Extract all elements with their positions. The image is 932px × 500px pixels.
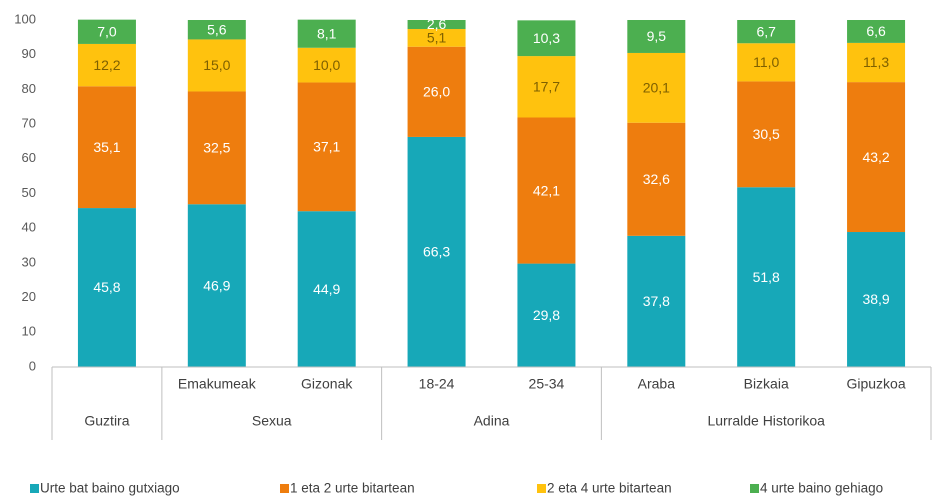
bar-segment — [77, 208, 136, 367]
legend-label: 2 eta 4 urte bitartean — [547, 481, 672, 496]
bar-segment — [187, 91, 246, 205]
data-label: 44,9 — [313, 281, 340, 297]
legend-label: 4 urte baino gehiago — [760, 481, 883, 496]
data-label: 38,9 — [862, 291, 889, 307]
x-tick-label: Emakumeak — [178, 376, 257, 392]
bar-segment — [847, 42, 906, 83]
group-label: Sexua — [252, 413, 292, 429]
data-label: 32,5 — [203, 140, 230, 156]
y-tick-label: 100 — [14, 11, 36, 26]
data-label: 6,6 — [866, 23, 886, 39]
data-label: 45,8 — [93, 279, 120, 295]
legend-swatch — [30, 484, 39, 493]
bar-segment — [187, 39, 246, 92]
data-label: 11,0 — [753, 54, 779, 70]
group-label: Guztira — [84, 413, 129, 429]
data-label: 9,5 — [647, 28, 667, 44]
group-label: Lurralde Historikoa — [707, 413, 825, 429]
bar-segment — [517, 20, 576, 57]
bar-segment — [847, 232, 906, 367]
bar-segment — [517, 117, 576, 264]
bar-segment — [847, 82, 906, 233]
bar-segment — [627, 235, 686, 367]
legend-swatch — [537, 484, 546, 493]
data-label: 17,7 — [533, 79, 560, 95]
data-label: 43,2 — [862, 149, 889, 165]
data-label: 66,3 — [423, 244, 450, 260]
y-tick-label: 50 — [22, 185, 36, 200]
data-label: 7,0 — [97, 24, 117, 40]
x-tick-label: Gipuzkoa — [846, 376, 905, 392]
data-label: 15,0 — [203, 57, 230, 73]
bar-segment — [407, 136, 466, 367]
data-label: 29,8 — [533, 307, 560, 323]
x-tick-label: Araba — [638, 376, 676, 392]
y-tick-label: 80 — [22, 81, 36, 96]
bar-segment — [77, 43, 136, 87]
data-label: 2,6 — [427, 16, 447, 32]
data-label: 37,1 — [313, 139, 340, 155]
data-label: 26,0 — [423, 84, 450, 100]
y-tick-label: 70 — [22, 116, 36, 131]
x-tick-label: Bizkaia — [744, 376, 789, 392]
y-tick-label: 40 — [22, 220, 36, 235]
bar-segment — [737, 187, 796, 367]
data-label: 5,1 — [427, 30, 447, 46]
bar-segment — [77, 86, 136, 209]
bar-segment — [297, 82, 356, 212]
group-label: Adina — [474, 413, 510, 429]
bar-segment — [737, 43, 796, 82]
legend-label: Urte bat baino gutxiago — [40, 481, 180, 496]
data-label: 30,5 — [753, 126, 780, 142]
data-label: 32,6 — [643, 171, 670, 187]
legend-swatch — [280, 484, 289, 493]
bar-segment — [187, 20, 246, 40]
bar-segment — [737, 20, 796, 44]
bar-segment — [297, 211, 356, 367]
y-tick-label: 90 — [22, 46, 36, 61]
data-label: 37,8 — [643, 293, 670, 309]
bar-segment — [847, 20, 906, 43]
bar-segment — [187, 204, 246, 367]
data-label: 35,1 — [93, 139, 120, 155]
bar-segment — [627, 20, 686, 53]
data-label: 46,9 — [203, 277, 230, 293]
bar-segment — [407, 29, 466, 47]
bar-segment — [517, 56, 576, 118]
data-label: 11,3 — [863, 54, 889, 70]
x-tick-label: Gizonak — [301, 376, 353, 392]
bar-segment — [407, 20, 466, 30]
y-tick-label: 20 — [22, 289, 36, 304]
data-label: 8,1 — [317, 25, 337, 41]
bar-segment — [297, 47, 356, 83]
data-label: 20,1 — [643, 80, 670, 96]
y-tick-label: 0 — [29, 358, 36, 373]
data-label: 5,6 — [207, 21, 227, 37]
bar-segment — [297, 19, 356, 48]
x-tick-label: 18-24 — [419, 376, 455, 392]
y-tick-label: 10 — [22, 324, 36, 339]
bar-segment — [737, 81, 796, 188]
data-label: 10,0 — [313, 57, 340, 73]
bar-segment — [77, 19, 136, 44]
y-tick-label: 60 — [22, 150, 36, 165]
bar-segment — [407, 46, 466, 137]
legend-swatch — [750, 484, 759, 493]
data-label: 12,2 — [93, 57, 120, 73]
bar-segment — [627, 122, 686, 236]
y-tick-label: 30 — [22, 254, 36, 269]
bar-segment — [517, 263, 576, 367]
bar-segment — [627, 52, 686, 123]
data-label: 6,7 — [756, 23, 776, 39]
x-tick-label: 25-34 — [529, 376, 565, 392]
legend-label: 1 eta 2 urte bitartean — [290, 481, 415, 496]
data-label: 10,3 — [533, 30, 560, 46]
data-label: 42,1 — [533, 182, 560, 198]
data-label: 51,8 — [753, 269, 780, 285]
